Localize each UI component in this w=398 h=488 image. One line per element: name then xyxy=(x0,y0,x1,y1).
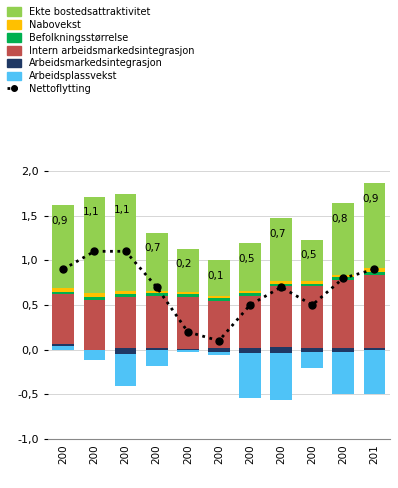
Bar xyxy=(53,288,74,292)
Bar xyxy=(364,348,385,350)
Bar xyxy=(146,293,168,296)
Bar xyxy=(115,348,137,350)
Bar xyxy=(208,301,230,348)
Bar xyxy=(239,348,261,350)
Bar xyxy=(239,244,261,291)
Bar xyxy=(239,293,261,296)
Bar xyxy=(115,354,137,386)
Bar xyxy=(53,205,74,288)
Bar xyxy=(115,294,137,297)
Bar xyxy=(301,351,323,367)
Bar xyxy=(270,281,292,284)
Bar xyxy=(239,350,261,353)
Text: 0,5: 0,5 xyxy=(300,250,317,261)
Bar xyxy=(301,348,323,350)
Bar xyxy=(177,294,199,297)
Bar xyxy=(364,350,385,394)
Bar xyxy=(177,297,199,349)
Bar xyxy=(208,350,230,351)
Bar xyxy=(364,183,385,268)
Bar xyxy=(146,233,168,291)
Bar xyxy=(146,350,168,366)
Text: 0,9: 0,9 xyxy=(363,194,379,204)
Bar xyxy=(115,291,137,294)
Text: 1,1: 1,1 xyxy=(113,205,130,215)
Bar xyxy=(208,260,230,296)
Bar xyxy=(301,350,323,351)
Bar xyxy=(301,281,323,284)
Bar xyxy=(239,353,261,398)
Bar xyxy=(177,249,199,292)
Bar xyxy=(84,197,105,293)
Text: 0,8: 0,8 xyxy=(332,214,348,224)
Bar xyxy=(301,286,323,348)
Bar xyxy=(239,291,261,293)
Legend: Ekte bostedsattraktivitet, Nabovekst, Befolkningsstørrelse, Intern arbeidsmarked: Ekte bostedsattraktivitet, Nabovekst, Be… xyxy=(5,5,197,96)
Text: 0,1: 0,1 xyxy=(207,271,223,281)
Text: 1,1: 1,1 xyxy=(82,207,99,218)
Bar xyxy=(84,297,105,300)
Bar xyxy=(301,240,323,281)
Text: 0,5: 0,5 xyxy=(238,254,255,264)
Bar xyxy=(84,300,105,350)
Bar xyxy=(53,345,74,346)
Bar xyxy=(53,292,74,294)
Bar xyxy=(84,350,105,361)
Bar xyxy=(332,350,354,351)
Bar xyxy=(208,298,230,301)
Bar xyxy=(239,296,261,348)
Bar xyxy=(84,293,105,297)
Bar xyxy=(301,284,323,286)
Bar xyxy=(146,296,168,348)
Bar xyxy=(332,280,354,348)
Bar xyxy=(332,275,354,277)
Text: 0,2: 0,2 xyxy=(176,260,192,269)
Bar xyxy=(332,203,354,275)
Bar xyxy=(115,297,137,348)
Bar xyxy=(270,284,292,286)
Text: 0,7: 0,7 xyxy=(145,244,161,253)
Bar xyxy=(270,353,292,400)
Bar xyxy=(270,286,292,347)
Text: 0,9: 0,9 xyxy=(51,216,68,225)
Bar xyxy=(177,350,199,352)
Bar xyxy=(208,348,230,350)
Bar xyxy=(53,346,74,350)
Bar xyxy=(364,275,385,348)
Bar xyxy=(364,268,385,272)
Text: 0,7: 0,7 xyxy=(269,229,286,239)
Bar xyxy=(146,348,168,350)
Bar xyxy=(332,348,354,350)
Bar xyxy=(177,292,199,294)
Bar xyxy=(53,294,74,345)
Bar xyxy=(332,351,354,394)
Bar xyxy=(332,277,354,280)
Bar xyxy=(115,194,137,291)
Bar xyxy=(177,349,199,350)
Bar xyxy=(115,350,137,354)
Bar xyxy=(270,350,292,353)
Bar xyxy=(270,347,292,350)
Bar xyxy=(364,272,385,275)
Bar xyxy=(270,218,292,281)
Bar xyxy=(208,296,230,298)
Bar xyxy=(146,291,168,293)
Bar xyxy=(208,351,230,355)
